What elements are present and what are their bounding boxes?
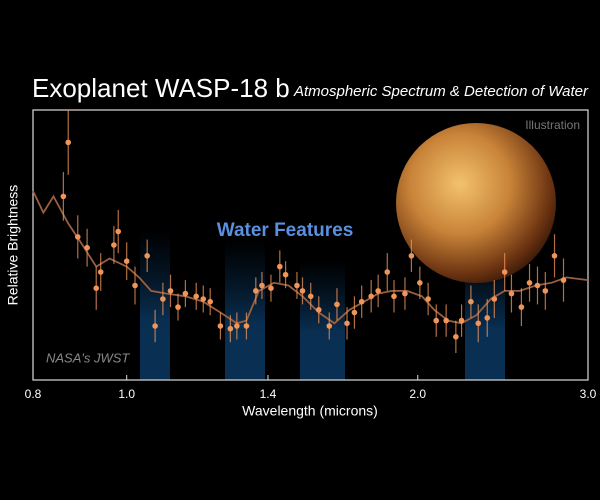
planet-illustration	[396, 123, 556, 283]
chart-title: Exoplanet WASP-18 b	[32, 73, 290, 103]
data-point	[425, 296, 431, 302]
data-point	[243, 323, 250, 329]
data-point	[508, 290, 515, 297]
data-point	[217, 323, 224, 329]
data-point	[491, 296, 498, 302]
data-point	[534, 282, 541, 289]
x-tick-label: 3.0	[580, 387, 597, 401]
data-point	[384, 269, 391, 275]
data-point	[408, 253, 415, 259]
data-point	[542, 288, 549, 294]
x-tick-label: 1.0	[118, 387, 135, 401]
x-axis-label: Wavelength (microns)	[242, 403, 378, 419]
data-point	[375, 288, 381, 294]
data-point	[484, 315, 491, 321]
x-tick-label: 1.4	[260, 387, 277, 401]
y-axis-label: Relative Brightness	[5, 185, 21, 306]
chart-subtitle: Atmospheric Spectrum & Detection of Wate…	[293, 83, 589, 100]
data-point	[277, 263, 283, 270]
data-point	[253, 288, 259, 294]
data-point	[526, 280, 533, 286]
data-point	[299, 288, 306, 294]
x-tick-label: 0.8	[25, 387, 42, 401]
water-bands	[140, 230, 505, 380]
data-point	[344, 320, 350, 327]
data-point	[175, 304, 181, 310]
annotation: NASA's JWST	[46, 350, 130, 365]
data-point	[501, 269, 508, 275]
data-point	[458, 317, 465, 324]
data-point	[443, 317, 449, 324]
data-point	[227, 325, 234, 332]
data-point	[351, 309, 358, 316]
data-point	[93, 285, 100, 292]
data-point	[123, 258, 130, 265]
data-point	[326, 323, 333, 329]
data-point	[60, 193, 67, 200]
data-point	[207, 298, 213, 305]
data-point	[97, 269, 104, 275]
data-point	[200, 296, 207, 302]
data-point	[391, 293, 397, 300]
data-point	[358, 298, 365, 305]
data-point	[294, 282, 300, 289]
data-point	[282, 271, 289, 278]
x-tick-label: 2.0	[409, 387, 426, 401]
data-point	[152, 323, 158, 329]
data-point	[560, 277, 567, 283]
data-point	[315, 307, 322, 313]
data-point	[268, 285, 274, 292]
data-point	[234, 323, 240, 329]
water-band	[140, 230, 170, 380]
data-point	[334, 301, 340, 308]
data-point	[518, 304, 525, 310]
plot-frame	[32, 109, 589, 381]
data-point	[167, 288, 174, 294]
water-band	[225, 240, 265, 380]
data-point	[132, 282, 138, 289]
data-point	[468, 298, 474, 305]
data-point	[65, 139, 72, 146]
data-point	[453, 334, 459, 340]
data-point	[115, 228, 122, 235]
data-point	[111, 242, 117, 248]
data-point	[193, 293, 199, 300]
data-point	[259, 282, 265, 289]
data-point	[160, 296, 166, 302]
annotation: Water Features	[217, 220, 354, 241]
data-point	[433, 317, 440, 324]
data-point	[182, 290, 189, 297]
data-point	[417, 280, 423, 286]
data-point	[402, 290, 408, 297]
data-point	[551, 253, 558, 259]
data-point	[74, 234, 81, 240]
data-point	[84, 244, 90, 251]
data-point	[368, 293, 374, 300]
data-point	[144, 253, 150, 259]
data-point	[475, 320, 482, 327]
data-point	[307, 293, 314, 300]
annotation: Illustration	[525, 118, 580, 132]
